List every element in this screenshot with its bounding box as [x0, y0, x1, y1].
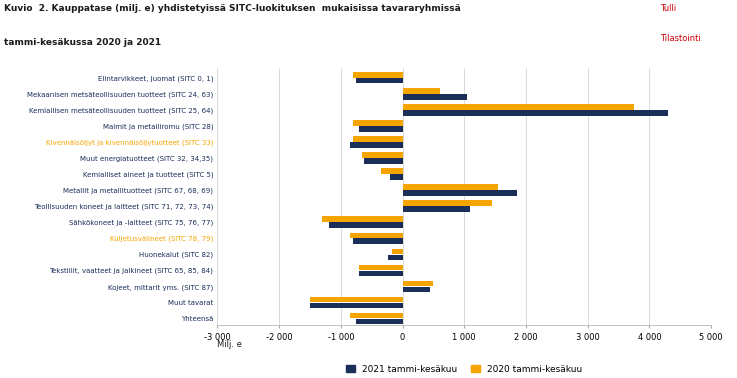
Bar — [353, 136, 402, 142]
Bar — [402, 88, 439, 94]
Bar — [360, 271, 402, 276]
Text: Tilastointi: Tilastointi — [660, 34, 700, 43]
Bar — [353, 239, 402, 244]
Bar — [329, 222, 402, 228]
Text: Kuvio  2. Kauppatase (milj. e) yhdistetyissä SITC-luokituksen  mukaisissa tavara: Kuvio 2. Kauppatase (milj. e) yhdistetyi… — [4, 4, 461, 13]
Bar — [392, 249, 402, 254]
Bar — [350, 232, 402, 238]
Bar — [388, 254, 402, 260]
Bar — [310, 303, 402, 308]
Bar — [391, 174, 402, 180]
Text: tammi-kesäkussa 2020 ja 2021: tammi-kesäkussa 2020 ja 2021 — [4, 38, 161, 47]
Bar — [402, 110, 668, 116]
Bar — [350, 142, 402, 148]
Bar — [364, 158, 402, 164]
Bar — [402, 206, 470, 212]
Bar — [356, 319, 402, 324]
Bar — [353, 72, 402, 77]
Bar — [402, 281, 433, 287]
Bar — [402, 287, 430, 292]
Bar — [402, 200, 492, 206]
Bar — [353, 120, 402, 126]
Bar — [402, 104, 634, 110]
Bar — [360, 126, 402, 132]
Legend: 2021 tammi-kesäkuu, 2020 tammi-kesäkuu: 2021 tammi-kesäkuu, 2020 tammi-kesäkuu — [343, 361, 586, 377]
Bar — [356, 78, 402, 84]
Bar — [402, 94, 467, 99]
Bar — [350, 313, 402, 319]
Bar — [381, 168, 402, 174]
Bar — [363, 152, 402, 158]
Bar — [402, 190, 517, 196]
Text: Milj. e: Milj. e — [217, 339, 242, 349]
Bar — [310, 297, 402, 302]
Text: Tulli: Tulli — [660, 4, 676, 13]
Bar — [322, 217, 402, 222]
Bar — [360, 265, 402, 270]
Bar — [402, 184, 498, 190]
